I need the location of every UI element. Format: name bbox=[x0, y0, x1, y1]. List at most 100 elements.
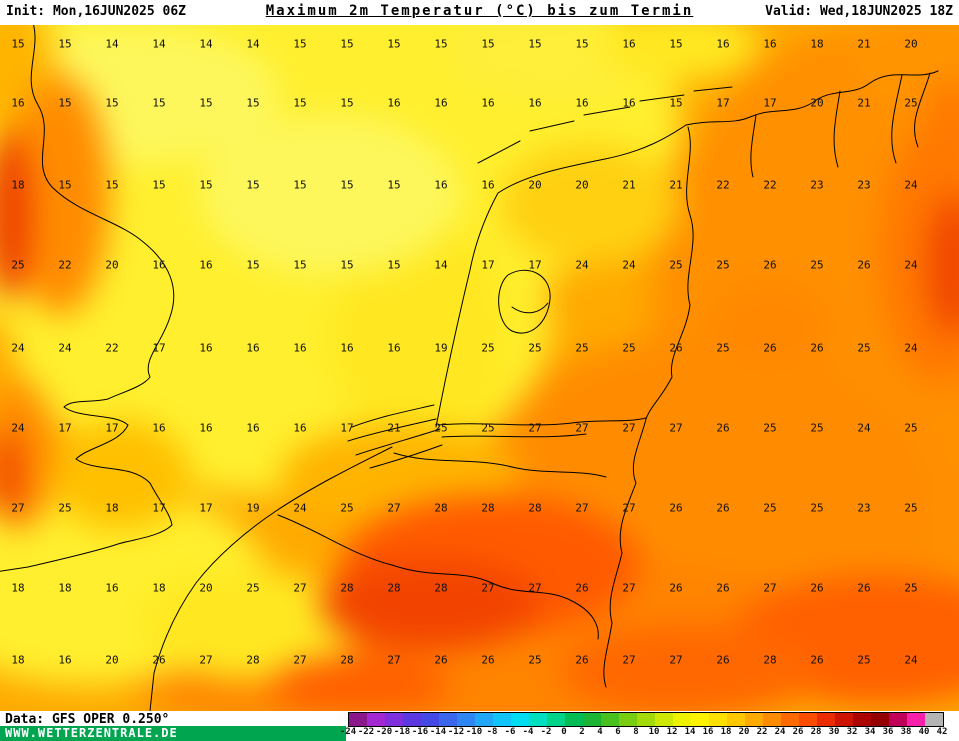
temperature-value: 21 bbox=[669, 178, 683, 192]
temperature-value: 26 bbox=[481, 653, 495, 667]
temperature-value: 15 bbox=[246, 178, 260, 192]
temperature-value: 16 bbox=[293, 341, 307, 355]
lake-markermeer-dike bbox=[511, 302, 549, 314]
colorbar-tick-label: 22 bbox=[756, 727, 768, 737]
colorbar-segment bbox=[709, 713, 727, 726]
temperature-value: 15 bbox=[58, 37, 72, 51]
temperature-value: 15 bbox=[152, 96, 166, 110]
temperature-value: 27 bbox=[669, 421, 683, 435]
colorbar-tick-label: 4 bbox=[597, 727, 603, 737]
temperature-value: 16 bbox=[622, 37, 636, 51]
temperature-value: 15 bbox=[105, 178, 119, 192]
temperature-value: 26 bbox=[716, 653, 730, 667]
temperature-value: 25 bbox=[904, 421, 918, 435]
temperature-value: 20 bbox=[810, 96, 824, 110]
temperature-value: 24 bbox=[857, 421, 871, 435]
temperature-value: 16 bbox=[575, 96, 589, 110]
temperature-value: 28 bbox=[246, 653, 260, 667]
map-header: Init: Mon,16JUN2025 06Z Maximum 2m Tempe… bbox=[0, 0, 959, 25]
colorbar-labels: -24 -22 -20 -18 -16 -14 -12 -10 -8 -6 -4 -2 0 2 4 6 8 10 1… bbox=[340, 727, 948, 739]
colorbar-segment bbox=[511, 713, 529, 726]
wadden-island-1 bbox=[477, 140, 521, 164]
temperature-value: 15 bbox=[199, 96, 213, 110]
temperature-value: 23 bbox=[810, 178, 824, 192]
temperature-value: 15 bbox=[199, 178, 213, 192]
river-weser bbox=[833, 90, 841, 168]
river-ems bbox=[750, 114, 757, 178]
temperature-value: 19 bbox=[246, 501, 260, 515]
temperature-value: 15 bbox=[152, 178, 166, 192]
colorbar-tick-label: 30 bbox=[828, 727, 840, 737]
colorbar-tick-label: 14 bbox=[684, 727, 696, 737]
temperature-value: 16 bbox=[199, 258, 213, 272]
temperature-value: 22 bbox=[763, 178, 777, 192]
temperature-value: 27 bbox=[575, 421, 589, 435]
temperature-grid-labels: 15 15 14 14 14 14 15 15 15 15 15 15 15 16 15 16 16 18 21 20… bbox=[0, 25, 959, 711]
temperature-value: 15 bbox=[58, 178, 72, 192]
temperature-value: 25 bbox=[763, 501, 777, 515]
temperature-value: 15 bbox=[528, 37, 542, 51]
temperature-value: 16 bbox=[481, 178, 495, 192]
colorbar-tick-label: -14 bbox=[429, 727, 447, 737]
coast-netherlands-north bbox=[497, 124, 687, 194]
temperature-value: 25 bbox=[434, 421, 448, 435]
temperature-value: 15 bbox=[387, 178, 401, 192]
temperature-value: 26 bbox=[810, 653, 824, 667]
river-elbe bbox=[891, 74, 903, 164]
temperature-value: 26 bbox=[716, 581, 730, 595]
temperature-value: 27 bbox=[622, 501, 636, 515]
temperature-value: 21 bbox=[857, 96, 871, 110]
colorbar-segment bbox=[493, 713, 511, 726]
temperature-value: 16 bbox=[199, 421, 213, 435]
temperature-value: 21 bbox=[387, 421, 401, 435]
temperature-value: 24 bbox=[622, 258, 636, 272]
wadden-island-2 bbox=[529, 120, 575, 132]
colorbar-tick-label: -4 bbox=[522, 727, 534, 737]
coast-france-belgium bbox=[149, 446, 393, 711]
temperature-value: 15 bbox=[387, 37, 401, 51]
temperature-value: 25 bbox=[11, 258, 25, 272]
temperature-value: 17 bbox=[105, 421, 119, 435]
temperature-value: 26 bbox=[152, 653, 166, 667]
colorbar-segment bbox=[583, 713, 601, 726]
colorbar-segment bbox=[529, 713, 547, 726]
temperature-value: 23 bbox=[857, 501, 871, 515]
temperature-value: 26 bbox=[716, 501, 730, 515]
temperature-value: 18 bbox=[58, 581, 72, 595]
temperature-value: 17 bbox=[152, 501, 166, 515]
temperature-value: 15 bbox=[575, 37, 589, 51]
coast-england bbox=[0, 25, 175, 572]
temperature-value: 16 bbox=[481, 96, 495, 110]
temperature-value: 25 bbox=[575, 341, 589, 355]
temperature-value: 20 bbox=[105, 258, 119, 272]
temperature-value: 16 bbox=[152, 421, 166, 435]
temperature-value: 24 bbox=[575, 258, 589, 272]
temperature-value: 17 bbox=[481, 258, 495, 272]
temperature-value: 15 bbox=[387, 258, 401, 272]
temperature-value: 20 bbox=[199, 581, 213, 595]
colorbar-segment bbox=[871, 713, 889, 726]
temperature-value: 26 bbox=[575, 581, 589, 595]
temperature-value: 27 bbox=[481, 581, 495, 595]
temperature-value: 28 bbox=[387, 581, 401, 595]
colorbar-segment bbox=[799, 713, 817, 726]
colorbar-segment bbox=[619, 713, 637, 726]
temperature-value: 27 bbox=[199, 653, 213, 667]
wadden-island-3 bbox=[583, 106, 631, 116]
temperature-value: 16 bbox=[387, 341, 401, 355]
temperature-value: 27 bbox=[669, 653, 683, 667]
colorbar-segment bbox=[367, 713, 385, 726]
temperature-value: 25 bbox=[340, 501, 354, 515]
temperature-value: 16 bbox=[340, 341, 354, 355]
temperature-value: 25 bbox=[904, 501, 918, 515]
colorbar-tick-label: -10 bbox=[465, 727, 483, 737]
temperature-value: 27 bbox=[528, 581, 542, 595]
temperature-value: 16 bbox=[293, 421, 307, 435]
temperature-value: 26 bbox=[716, 421, 730, 435]
temperature-value: 24 bbox=[11, 421, 25, 435]
river-rhine bbox=[437, 417, 647, 426]
colorbar-tick-label: 26 bbox=[792, 727, 804, 737]
temperature-value: 24 bbox=[904, 258, 918, 272]
temperature-value: 16 bbox=[11, 96, 25, 110]
temperature-value: 14 bbox=[105, 37, 119, 51]
